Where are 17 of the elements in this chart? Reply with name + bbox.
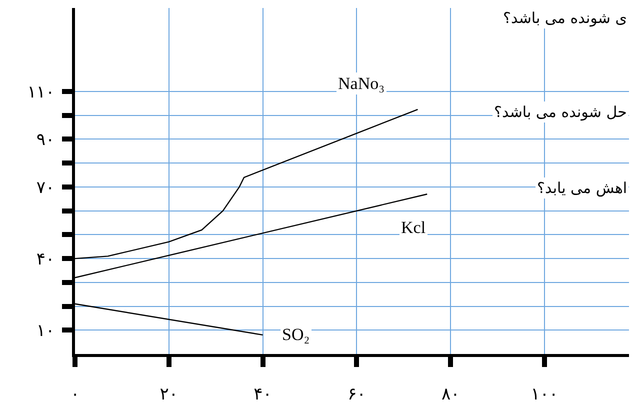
x-tick-label: ۲۰: [160, 384, 178, 404]
y-tick-label: ۹۰: [36, 130, 55, 150]
series-label: NaNo₃: [338, 74, 385, 93]
series-label: Kcl: [401, 218, 426, 237]
series-label: SO₂: [282, 325, 310, 344]
x-tick-label: ۰: [70, 384, 80, 404]
x-tick-label: ۴۰: [254, 384, 272, 404]
x-tick-label: ۸۰: [441, 384, 460, 404]
annotation: اهش می یابد؟: [537, 179, 628, 197]
annotation: ی شونده می باشد؟: [503, 9, 627, 27]
y-tick-label: ۱۰: [36, 321, 55, 342]
y-tick-label: ۴۰: [36, 250, 55, 270]
y-tick-label: ۱۱۰: [27, 82, 55, 102]
x-tick-label: ۶۰: [348, 384, 366, 404]
annotation: حل شونده می باشد؟: [494, 103, 627, 121]
y-tick-label: ۷۰: [36, 178, 55, 198]
x-tick-label: ۱۰۰: [530, 384, 558, 404]
